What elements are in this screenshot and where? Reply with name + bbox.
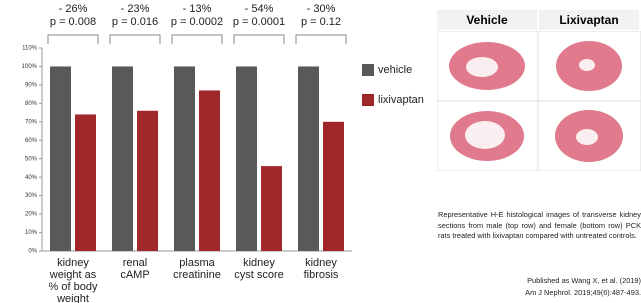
column-header: Lixivaptan xyxy=(539,10,639,30)
bar xyxy=(50,66,71,251)
x-tick-label: plasma creatinine xyxy=(162,257,232,281)
y-tick-label: 40% xyxy=(25,175,38,181)
y-tick-label: 100% xyxy=(22,64,38,70)
bracket xyxy=(172,35,222,44)
y-tick-label: 10% xyxy=(25,230,38,236)
bracket xyxy=(48,35,98,44)
bar xyxy=(75,114,96,251)
figure: 0% 10% 20% 30% 40% 50% 60% 70% 80% 90% 100% 110% - 2… xyxy=(0,0,641,303)
bracket xyxy=(296,35,346,44)
legend-label: vehicle xyxy=(378,64,412,76)
annotation-p: p = 0.12 xyxy=(301,16,341,28)
annotation-p: p = 0.016 xyxy=(112,16,158,28)
x-tick-label: kidney fibrosis xyxy=(286,257,356,281)
legend-swatch xyxy=(362,94,374,106)
annotation-change: - 13% xyxy=(183,3,212,15)
bracket xyxy=(234,35,284,44)
column-header: Vehicle xyxy=(437,10,537,30)
legend-swatch xyxy=(362,64,374,76)
bar xyxy=(236,66,257,251)
x-tick-label: renal cAMP xyxy=(100,257,170,281)
y-tick-label: 90% xyxy=(25,82,38,88)
y-tick-label: 0% xyxy=(28,249,37,255)
bar xyxy=(174,66,195,251)
bracket xyxy=(110,35,160,44)
bar xyxy=(137,111,158,251)
annotation-p: p = 0.0002 xyxy=(171,16,223,28)
bar xyxy=(298,66,319,251)
histology-images xyxy=(437,31,641,171)
annotation-change: - 26% xyxy=(59,3,88,15)
y-tick-label: 70% xyxy=(25,119,38,125)
annotation-change: - 23% xyxy=(121,3,150,15)
y-tick-label: 80% xyxy=(25,101,38,107)
bar xyxy=(261,166,282,251)
x-tick-label: kidney weight as % of body weight xyxy=(38,257,108,303)
bar xyxy=(112,66,133,251)
y-tick-label: 60% xyxy=(25,138,38,144)
y-tick-label: 50% xyxy=(25,156,38,162)
y-tick-label: 110% xyxy=(22,46,38,52)
caption: Representative H-E histological images o… xyxy=(438,210,641,242)
annotation-change: - 30% xyxy=(307,3,336,15)
annotation-p: p = 0.008 xyxy=(50,16,96,28)
bar xyxy=(323,122,344,251)
annotation-p: p = 0.0001 xyxy=(233,16,285,28)
citation: Am J Nephrol. 2019;49(6):487-493. xyxy=(525,288,641,297)
y-tick-label: 20% xyxy=(25,212,38,218)
legend-label: lixivaptan xyxy=(378,94,424,106)
bar xyxy=(199,90,220,251)
y-tick-label: 30% xyxy=(25,193,38,199)
annotation-change: - 54% xyxy=(245,3,274,15)
x-tick-label: kidney cyst score xyxy=(224,257,294,281)
citation: Published as Wang X, et al. (2019) xyxy=(527,276,641,285)
